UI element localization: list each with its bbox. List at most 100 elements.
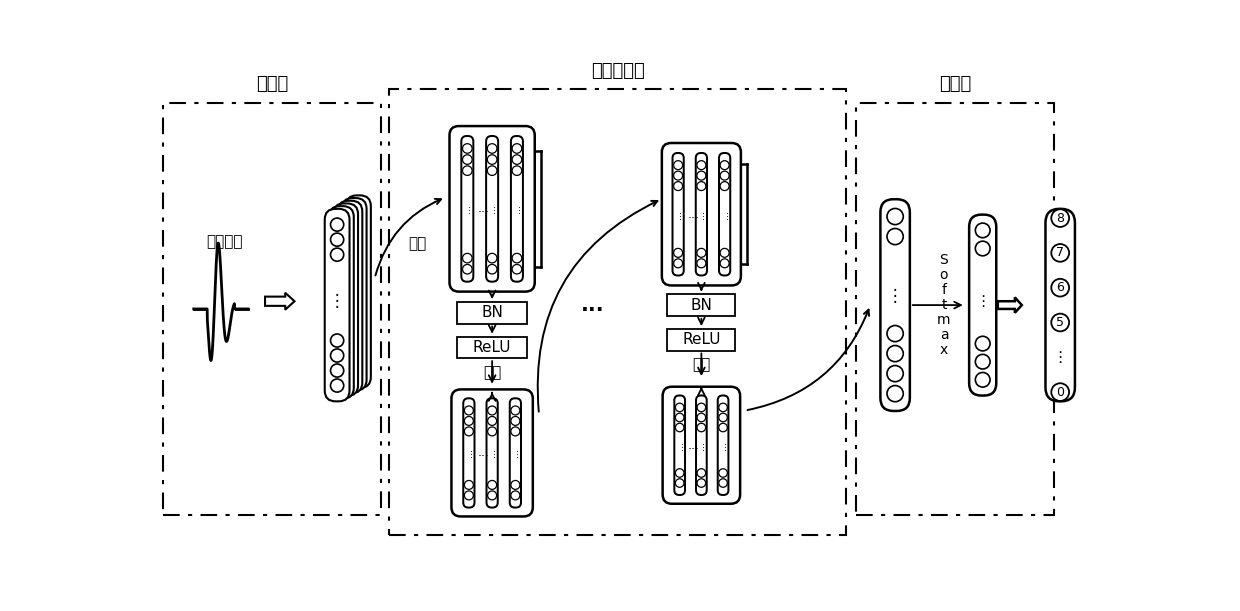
Circle shape [487,480,496,489]
Circle shape [887,365,903,382]
Circle shape [331,334,343,347]
Circle shape [673,181,682,191]
Text: ...: ... [487,204,497,213]
Circle shape [487,417,496,425]
Circle shape [512,254,522,263]
Text: 7: 7 [1056,246,1064,260]
FancyBboxPatch shape [486,136,498,282]
FancyBboxPatch shape [662,143,742,285]
Circle shape [887,208,903,225]
FancyBboxPatch shape [696,395,707,495]
Circle shape [331,379,343,392]
Circle shape [511,417,520,425]
FancyBboxPatch shape [486,398,497,508]
Circle shape [464,491,474,500]
FancyBboxPatch shape [667,329,735,351]
Text: ReLU: ReLU [682,332,720,347]
FancyBboxPatch shape [662,387,740,503]
Circle shape [512,166,522,175]
Circle shape [720,259,729,268]
FancyBboxPatch shape [458,302,527,324]
FancyBboxPatch shape [329,206,353,398]
FancyBboxPatch shape [696,153,707,276]
FancyBboxPatch shape [718,395,728,495]
Circle shape [719,423,728,432]
Circle shape [697,249,706,257]
Text: 0: 0 [1056,386,1064,398]
FancyArrow shape [265,293,295,310]
Text: 特征提取层: 特征提取层 [590,62,645,80]
Circle shape [697,469,706,477]
Circle shape [487,166,497,175]
Text: ...: ... [673,210,683,219]
FancyArrow shape [998,298,1022,313]
Text: ...: ... [511,448,521,458]
Circle shape [720,249,729,257]
Circle shape [697,161,706,170]
Circle shape [697,413,706,422]
FancyBboxPatch shape [458,337,527,358]
Circle shape [512,155,522,164]
Circle shape [887,229,903,244]
Circle shape [463,265,472,274]
FancyBboxPatch shape [719,153,730,276]
Circle shape [463,144,472,153]
Circle shape [697,423,706,432]
FancyBboxPatch shape [510,398,521,508]
Circle shape [331,218,343,231]
Text: ReLU: ReLU [472,340,511,355]
Circle shape [976,223,990,238]
FancyBboxPatch shape [880,199,910,411]
Circle shape [511,427,520,436]
Text: 8: 8 [1056,211,1064,225]
Circle shape [463,155,472,164]
Circle shape [719,469,728,477]
Text: ...: ... [718,441,728,450]
Circle shape [697,181,706,191]
Circle shape [331,364,343,377]
Text: ...: ... [687,208,699,221]
Circle shape [1052,313,1069,331]
Circle shape [676,413,684,422]
Circle shape [487,427,496,436]
Text: ...: ... [512,204,522,213]
Bar [162,103,381,514]
FancyBboxPatch shape [667,295,735,316]
Text: 池化: 池化 [692,357,711,373]
Circle shape [673,259,682,268]
FancyBboxPatch shape [451,389,533,516]
Circle shape [511,480,520,489]
Circle shape [697,479,706,487]
Circle shape [1052,279,1069,296]
FancyBboxPatch shape [675,395,684,495]
Text: ...: ... [675,441,684,450]
Text: ...: ... [477,447,490,459]
FancyBboxPatch shape [346,196,371,388]
Text: ⋮: ⋮ [887,287,904,305]
Text: ...: ... [463,204,472,213]
FancyBboxPatch shape [970,214,996,395]
FancyBboxPatch shape [334,203,358,396]
Text: 输入层: 输入层 [255,75,288,93]
Circle shape [976,354,990,369]
FancyBboxPatch shape [325,209,350,401]
Circle shape [464,427,474,436]
FancyBboxPatch shape [672,153,683,276]
Circle shape [697,171,706,180]
Circle shape [720,181,729,191]
Text: ...: ... [477,202,490,215]
Text: ...: ... [464,448,474,458]
Circle shape [720,171,729,180]
Text: ...: ... [697,210,707,219]
Circle shape [487,491,496,500]
Text: BN: BN [481,306,503,320]
Circle shape [887,345,903,362]
Circle shape [976,373,990,387]
Text: ⋮: ⋮ [329,292,346,310]
Text: 输出层: 输出层 [939,75,971,93]
Circle shape [673,249,682,257]
Text: ...: ... [719,210,729,219]
FancyBboxPatch shape [511,136,523,282]
Circle shape [331,349,343,362]
FancyBboxPatch shape [1045,209,1075,401]
